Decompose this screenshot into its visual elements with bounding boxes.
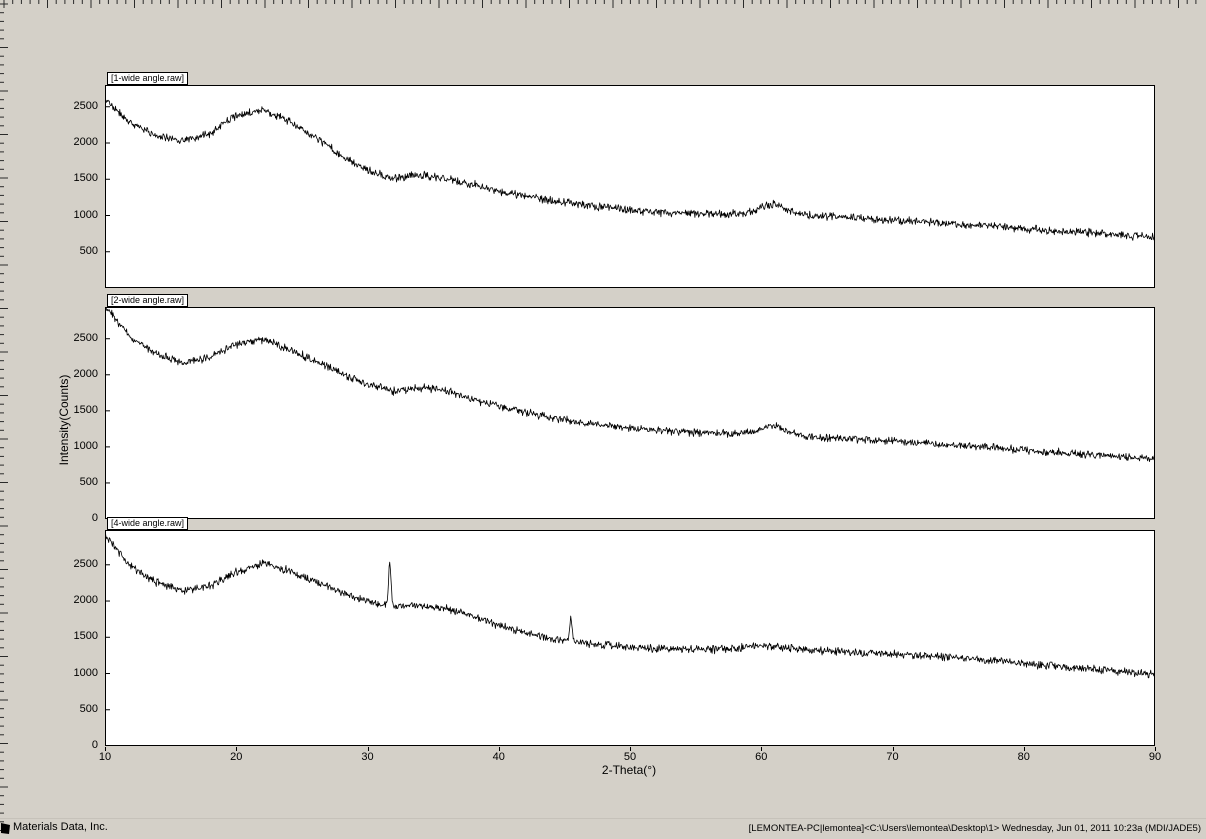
y-tick-label: 1500 <box>73 172 98 185</box>
status-bar: Materials Data, Inc. [LEMONTEA-PC|lemont… <box>0 818 1206 837</box>
x-tick-label: 20 <box>230 751 243 763</box>
x-tick-label: 30 <box>361 751 374 763</box>
xrd-trace-3 <box>105 533 1155 679</box>
x-tick-label: 60 <box>755 751 768 763</box>
x-tick-mark <box>1155 747 1156 751</box>
xrd-plot-panel-2[interactable] <box>105 307 1155 519</box>
y-tick-label: 2500 <box>73 99 98 112</box>
y-tick-label: 2000 <box>73 367 98 380</box>
x-tick-label: 40 <box>492 751 505 763</box>
left-ruler <box>0 3 8 831</box>
y-tick-label: 500 <box>79 702 98 715</box>
y-tick-label: 1000 <box>73 439 98 452</box>
y-tick-label: 1500 <box>73 630 98 643</box>
session-info-text: [LEMONTEA-PC|lemontea]<C:\Users\lemontea… <box>748 823 1201 834</box>
y-tick-label: 2500 <box>73 557 98 570</box>
y-tick-label: 1500 <box>73 403 98 416</box>
y-tick-label: 2500 <box>73 331 98 344</box>
y-tick-label: 1000 <box>73 666 98 679</box>
xrd-plot-panel-3[interactable] <box>105 530 1155 746</box>
xrd-trace-1 <box>105 99 1155 241</box>
x-tick-mark <box>105 747 106 751</box>
x-tick-mark <box>892 747 894 751</box>
x-tick-mark <box>1023 747 1025 751</box>
mdi-logo-icon <box>1 821 10 839</box>
x-tick-mark <box>630 747 631 751</box>
x-tick-label: 90 <box>1148 751 1162 763</box>
y-tick-label: 2000 <box>73 136 98 148</box>
xrd-plot-panel-1[interactable] <box>105 85 1155 288</box>
scan-title-3: [4-wide angle.raw] <box>107 517 189 530</box>
x-tick-mark <box>367 747 369 751</box>
x-tick-mark <box>498 747 500 751</box>
x-tick-mark <box>236 747 238 751</box>
x-tick-label: 80 <box>1017 751 1030 763</box>
xrd-trace-2 <box>105 307 1155 463</box>
y-tick-label: 0 <box>91 512 98 524</box>
y-tick-label: 500 <box>79 475 98 488</box>
y-tick-label: 0 <box>91 739 98 751</box>
x-tick-label: 50 <box>623 751 637 763</box>
x-axis-title: 2-Theta(°) <box>601 763 657 777</box>
x-tick-label: 10 <box>98 751 112 763</box>
plot-border <box>105 530 1155 746</box>
y-tick-label: 500 <box>79 244 98 257</box>
plot-border <box>105 85 1155 288</box>
y-tick-label: 2000 <box>73 594 98 607</box>
x-tick-mark <box>761 747 763 751</box>
top-ruler <box>3 0 1197 8</box>
plot-border <box>105 307 1155 519</box>
y-tick-label: 1000 <box>73 208 98 221</box>
scan-title-1: [1-wide angle.raw] <box>107 72 189 85</box>
scan-title-2: [2-wide angle.raw] <box>107 294 189 307</box>
x-tick-label: 70 <box>886 751 899 763</box>
vendor-text: Materials Data, Inc. <box>13 821 108 833</box>
